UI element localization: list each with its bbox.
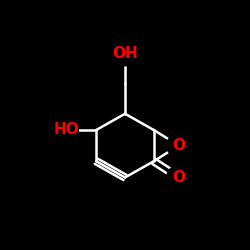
Circle shape [167,166,191,190]
Text: O: O [172,170,185,185]
Text: HO: HO [54,122,79,138]
Text: OH: OH [112,46,138,61]
Circle shape [167,134,191,158]
Circle shape [54,118,78,142]
Circle shape [113,42,137,66]
Text: O: O [172,138,185,153]
